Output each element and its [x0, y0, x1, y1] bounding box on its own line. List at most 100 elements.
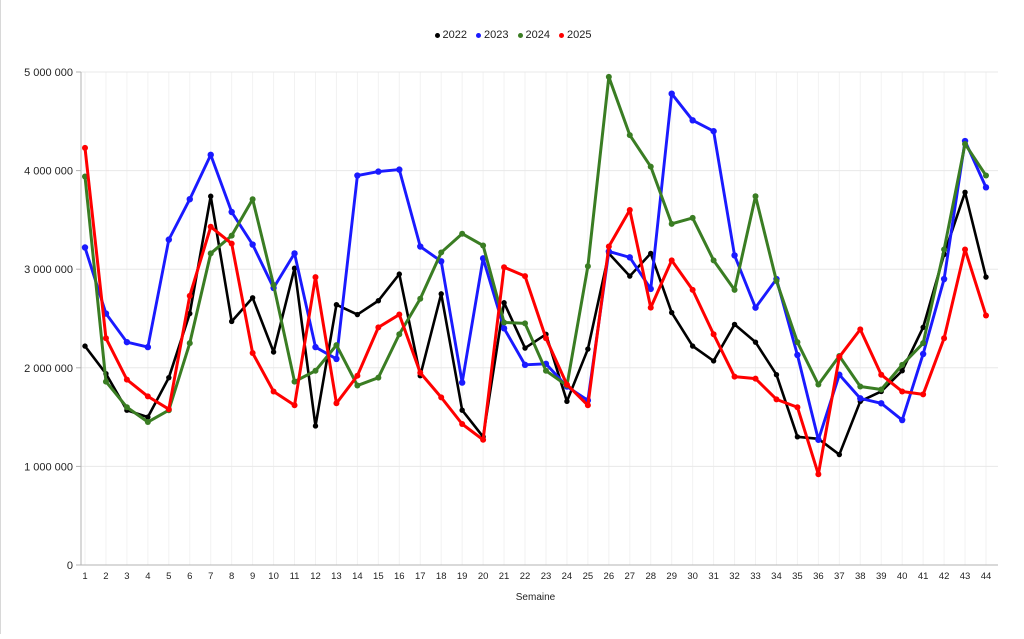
series-2022-point [208, 193, 214, 199]
series-2025-point [605, 243, 612, 250]
series-2024-point [542, 367, 549, 374]
series-2023-point [165, 236, 173, 243]
series-2023-point [144, 343, 152, 351]
series-2025-point [983, 312, 989, 319]
x-tick-label: 32 [729, 571, 740, 582]
series-2023-point [898, 416, 906, 424]
series-2025-point [962, 246, 969, 253]
series-2025-point [333, 400, 340, 407]
series-2025-point [731, 373, 738, 380]
x-tick-label: 13 [331, 571, 342, 582]
series-2025-point [459, 421, 466, 428]
series-2022-point [899, 368, 905, 374]
legend-marker-icon [517, 32, 523, 38]
series-2022-point [627, 273, 633, 279]
series-2025-point [941, 335, 948, 342]
series-2023-point [647, 285, 654, 293]
series-2022-point [731, 321, 738, 328]
x-tick-label: 43 [960, 571, 971, 582]
series-2023-point [396, 166, 403, 173]
series-2024-point [249, 196, 256, 203]
series-2022-point [187, 310, 193, 317]
series-2024-point [207, 250, 214, 257]
legend-marker-icon [558, 32, 564, 38]
x-tick-label: 28 [645, 571, 656, 582]
series-2025-point [836, 353, 843, 360]
x-tick-label: 34 [771, 571, 782, 582]
series-2023-point [375, 168, 382, 175]
series-2024-point [123, 404, 130, 411]
x-tick-label: 39 [876, 571, 887, 582]
series-2024-point [815, 381, 822, 388]
series-2024-point [501, 319, 508, 326]
x-tick-label: 2 [103, 571, 108, 582]
legend-item-2025: 2025 [558, 29, 591, 41]
x-tick-label: 5 [166, 571, 171, 582]
x-tick-label: 3 [124, 571, 129, 582]
y-tick-label: 0 [67, 560, 73, 572]
series-2025-point [626, 207, 633, 214]
series-2024-point [291, 378, 298, 385]
series-2024-point [668, 220, 675, 227]
series-2024-point [144, 419, 151, 426]
series-2024-point [480, 242, 487, 249]
x-tick-label: 1 [82, 571, 87, 582]
series-2024-point [396, 331, 403, 338]
series-2024-point [899, 361, 906, 368]
series-2023-point [521, 361, 529, 369]
x-tick-label: 14 [352, 571, 363, 582]
series-2023-point [794, 351, 801, 359]
x-tick-label: 20 [478, 571, 489, 582]
series-2025-point [480, 436, 487, 443]
series-2024-point [333, 342, 340, 349]
series-2023-point [982, 184, 990, 191]
series-2023-point [333, 355, 340, 363]
series-2025-point [752, 375, 759, 382]
series-2022-point [648, 250, 654, 257]
x-tick-label: 23 [541, 571, 552, 582]
legend-item-label: 2022 [442, 29, 468, 41]
series-2025-point [82, 144, 88, 151]
series-2024-point [605, 73, 612, 80]
series-2024-point [312, 367, 319, 374]
series-2022-point [668, 309, 675, 316]
series-2025-point [291, 402, 298, 409]
series-2025-point [794, 404, 801, 411]
series-2023-point [710, 127, 717, 135]
series-2023-point [878, 400, 885, 407]
series-2023-point [291, 250, 298, 257]
series-2022-point [249, 295, 256, 301]
y-tick-label: 5 000 000 [24, 67, 73, 79]
series-2025-point [647, 304, 654, 311]
series-2023-point [500, 325, 508, 332]
x-tick-label: 8 [229, 571, 234, 582]
series-2022-point [962, 189, 968, 195]
series-2023-point [228, 208, 235, 216]
x-tick-label: 6 [187, 571, 192, 582]
series-2025-point [878, 371, 885, 378]
series-2022-point [312, 423, 319, 429]
x-tick-label: 11 [290, 571, 300, 582]
series-2022-point [585, 346, 591, 352]
x-tick-label: 22 [520, 571, 531, 582]
series-2023-point [668, 90, 675, 97]
series-2025-point [312, 274, 319, 281]
x-tick-label: 15 [373, 571, 384, 582]
series-2023-point [752, 304, 759, 311]
series-2022-line [83, 190, 988, 456]
x-tick-label: 36 [813, 571, 824, 582]
series-2025-point [228, 240, 235, 247]
series-2025-point [899, 388, 906, 395]
x-axis-title: Semaine [515, 592, 556, 603]
x-tick-label: 37 [834, 571, 845, 582]
series-2024-point [270, 281, 277, 288]
series-2023-point [249, 241, 256, 248]
x-tick-label: 12 [310, 571, 321, 582]
series-2025-point [270, 388, 277, 395]
series-2024-point [983, 172, 989, 179]
series-2022-point [794, 434, 801, 440]
legend-marker-icon [476, 32, 482, 38]
